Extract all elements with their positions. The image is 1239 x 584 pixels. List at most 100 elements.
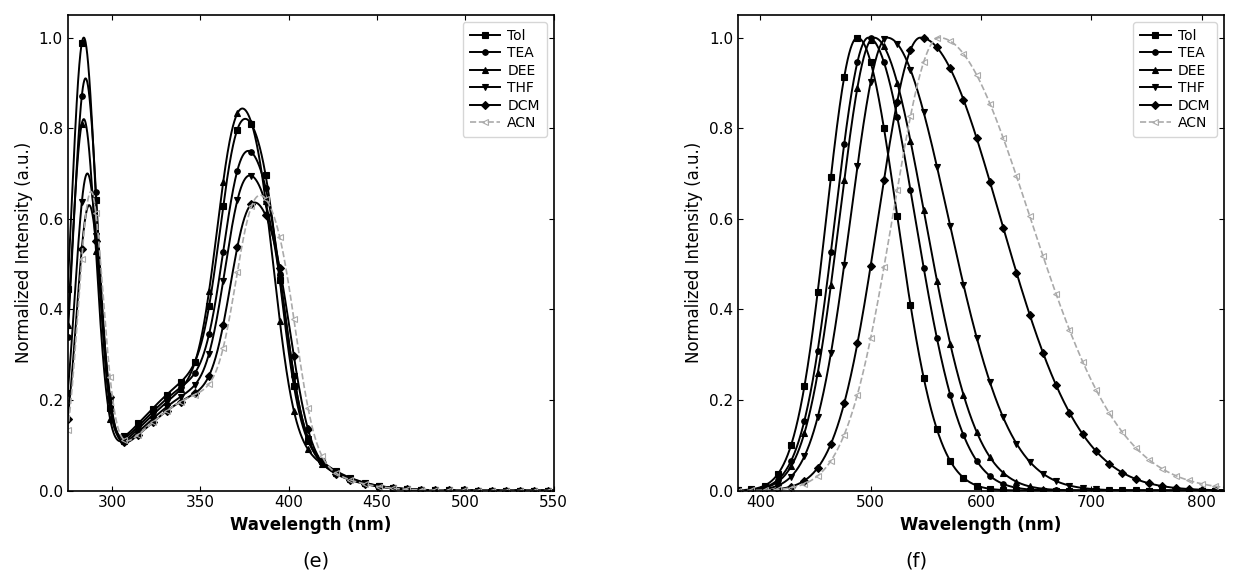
Line: ACN: ACN [736, 35, 1227, 493]
ACN [546, 487, 561, 494]
THF [847, 180, 862, 187]
ACN [911, 81, 926, 88]
Tol [1217, 487, 1232, 494]
THF [313, 459, 328, 466]
THF [135, 425, 150, 432]
THF [442, 487, 457, 494]
Legend: Tol, TEA, DEE, THF, DCM, ACN: Tol, TEA, DEE, THF, DCM, ACN [1134, 22, 1217, 137]
DEE [135, 422, 150, 429]
THF [831, 297, 846, 304]
ACN [475, 487, 489, 494]
ACN [1217, 484, 1232, 491]
Line: ACN: ACN [64, 189, 556, 493]
DEE [235, 105, 250, 112]
DCM [731, 487, 746, 494]
ACN [165, 404, 180, 411]
ACN [442, 487, 457, 494]
Line: DCM: DCM [64, 200, 556, 493]
Text: (e): (e) [302, 551, 330, 571]
Line: DCM: DCM [736, 35, 1227, 493]
DEE [731, 487, 746, 494]
Line: TEA: TEA [64, 75, 556, 493]
ACN [731, 487, 746, 494]
TEA [861, 34, 876, 41]
THF [61, 390, 76, 397]
TEA [546, 487, 561, 494]
TEA [442, 487, 457, 494]
X-axis label: Wavelength (nm): Wavelength (nm) [901, 516, 1062, 534]
DCM [1217, 486, 1232, 493]
ACN [543, 487, 558, 494]
DEE [895, 99, 909, 106]
DCM [475, 487, 489, 494]
DEE [313, 460, 328, 467]
DCM [442, 487, 457, 494]
Tol [748, 485, 763, 492]
Tol [546, 487, 561, 494]
ACN [61, 427, 76, 434]
ACN [83, 188, 98, 195]
Tol [313, 457, 328, 464]
DEE [61, 321, 76, 328]
Legend: Tol, TEA, DEE, THF, DCM, ACN: Tol, TEA, DEE, THF, DCM, ACN [462, 22, 546, 137]
Tol [165, 386, 180, 393]
ACN [932, 34, 947, 41]
TEA [831, 180, 846, 187]
TEA [1217, 487, 1232, 494]
Text: (f): (f) [906, 551, 928, 571]
TEA [731, 487, 746, 494]
Tol [731, 487, 746, 494]
X-axis label: Wavelength (nm): Wavelength (nm) [230, 516, 392, 534]
THF [543, 487, 558, 494]
Line: THF: THF [64, 171, 556, 493]
DCM [895, 75, 909, 82]
TEA [911, 229, 926, 236]
Line: THF: THF [736, 35, 1227, 493]
DCM [61, 415, 76, 422]
TEA [748, 486, 763, 493]
TEA [741, 486, 756, 493]
DCM [135, 428, 150, 435]
DCM [913, 34, 928, 41]
Tol [77, 34, 92, 41]
DCM [313, 458, 328, 465]
Line: DEE: DEE [736, 35, 1227, 493]
Line: Tol: Tol [736, 35, 1227, 493]
DEE [165, 394, 180, 401]
TEA [475, 487, 489, 494]
TEA [135, 419, 150, 426]
THF [475, 487, 489, 494]
Y-axis label: Normalized Intensity (a.u.): Normalized Intensity (a.u.) [15, 142, 33, 363]
THF [895, 48, 909, 55]
Y-axis label: Normalized Intensity (a.u.): Normalized Intensity (a.u.) [685, 142, 704, 363]
Tol [911, 343, 926, 350]
ACN [831, 443, 846, 450]
Tol [847, 36, 862, 43]
DCM [543, 487, 558, 494]
Line: Tol: Tol [64, 35, 556, 493]
Tol [895, 247, 909, 254]
TEA [543, 487, 558, 494]
Line: TEA: TEA [736, 35, 1227, 493]
TEA [847, 69, 862, 77]
ACN [741, 487, 756, 494]
DCM [546, 487, 561, 494]
THF [880, 34, 895, 41]
DCM [831, 417, 846, 424]
DEE [847, 98, 862, 105]
THF [546, 487, 561, 494]
THF [731, 487, 746, 494]
Tol [61, 285, 76, 292]
THF [911, 88, 926, 95]
DEE [475, 487, 489, 494]
TEA [78, 75, 93, 82]
ACN [135, 428, 150, 435]
ACN [313, 451, 328, 458]
DCM [748, 487, 763, 494]
Tol [741, 486, 756, 493]
DEE [546, 487, 561, 494]
TEA [313, 457, 328, 464]
THF [1217, 487, 1232, 494]
DCM [741, 487, 756, 494]
ACN [895, 158, 909, 165]
